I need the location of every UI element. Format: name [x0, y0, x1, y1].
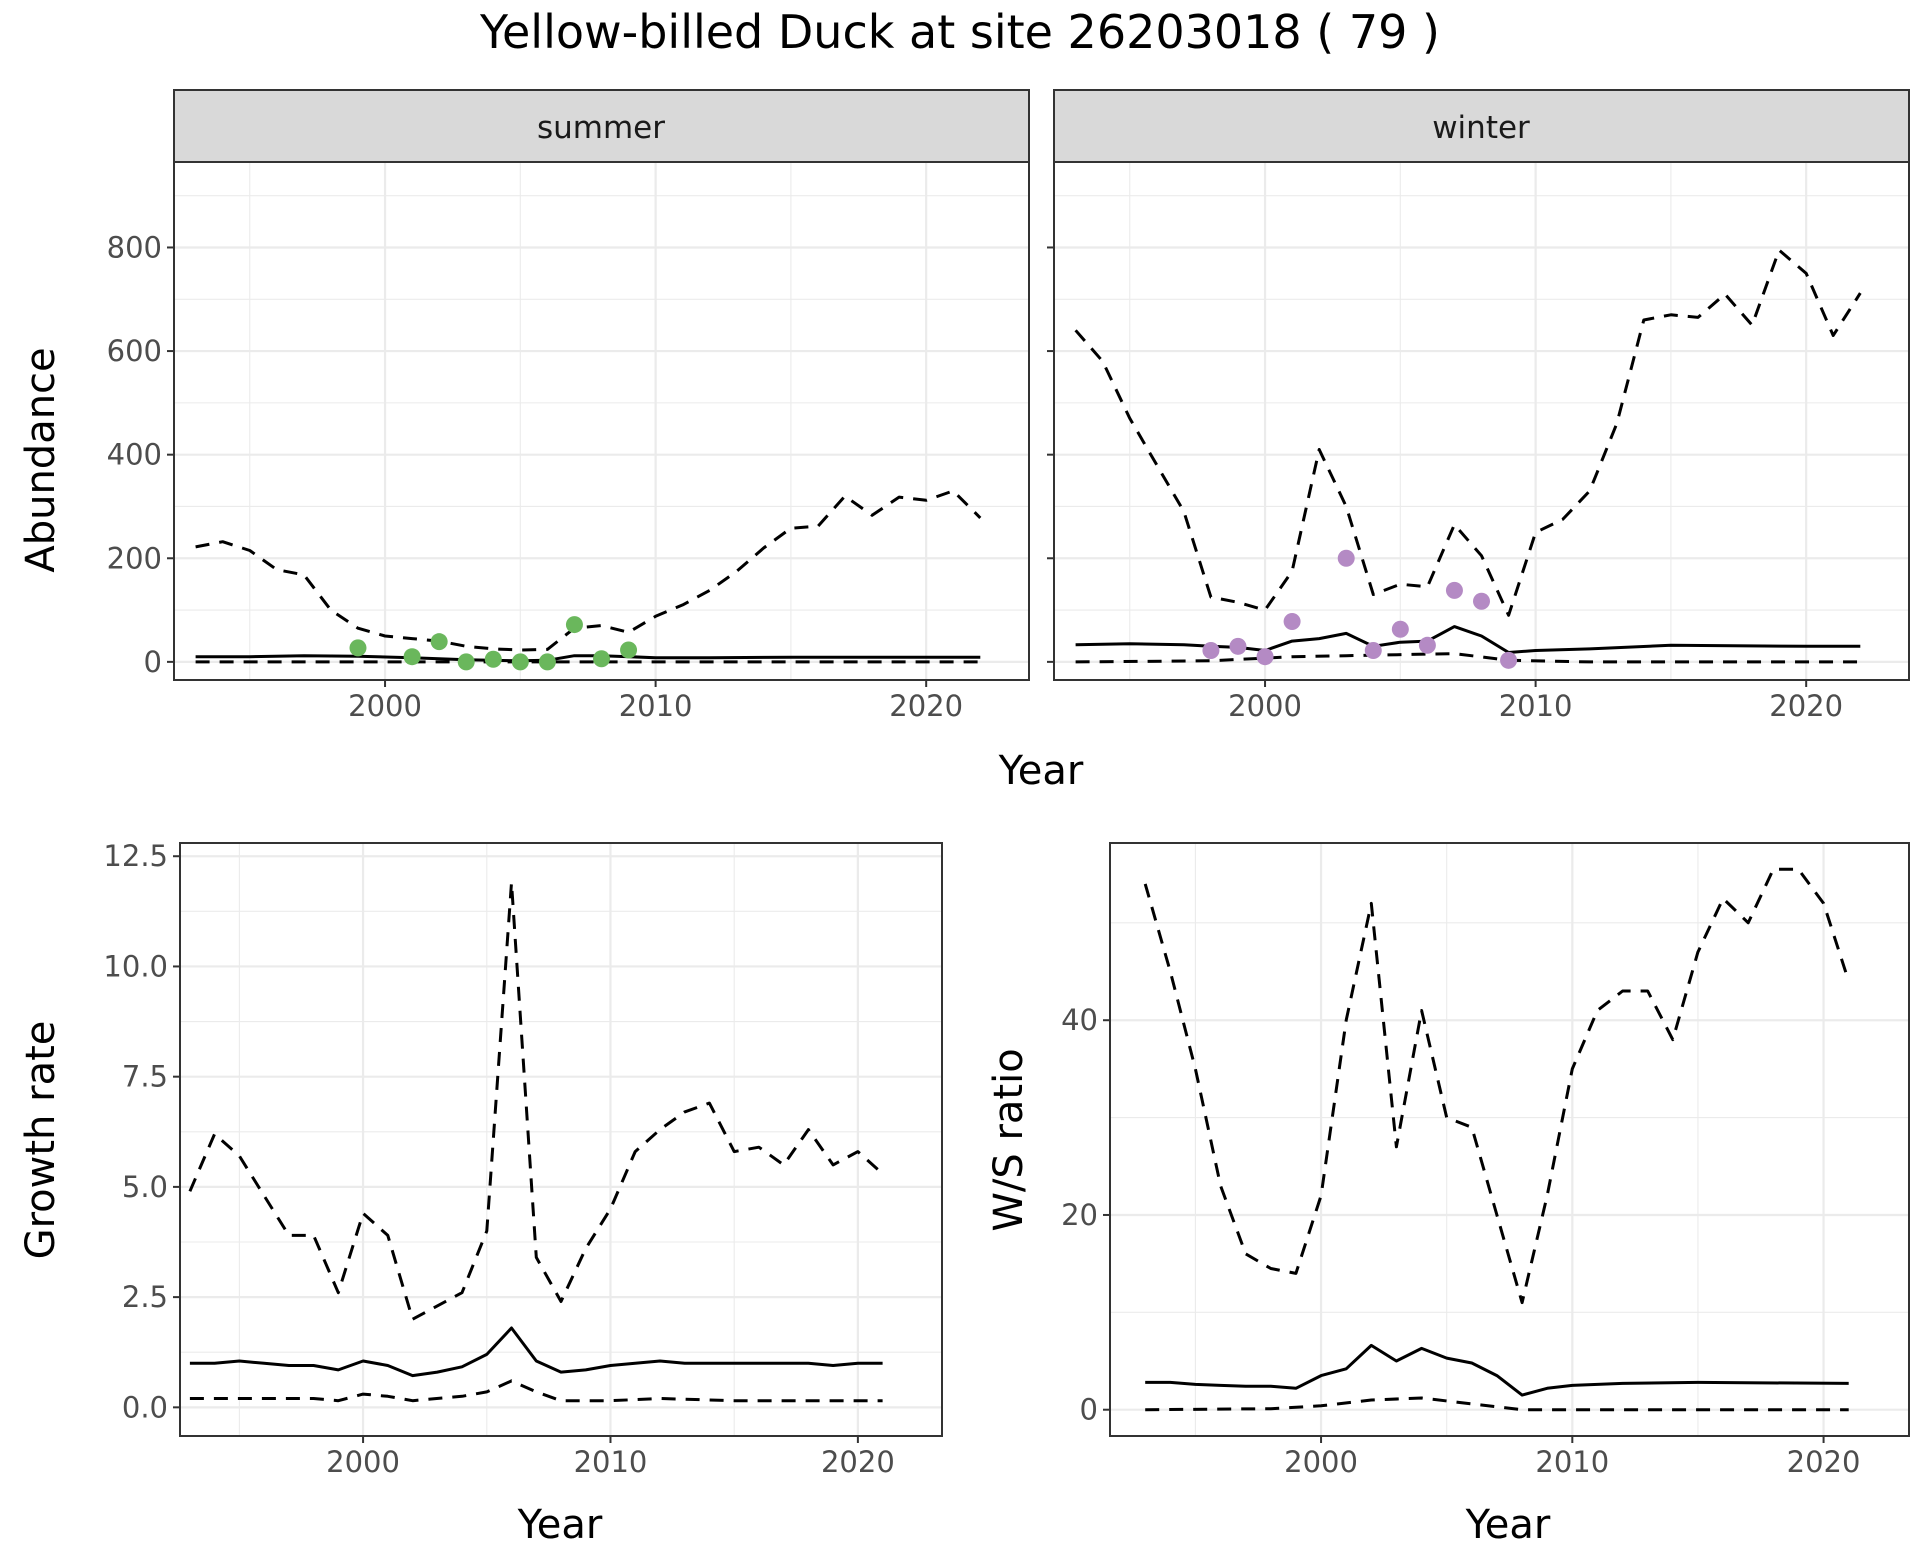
y-tick-label: 400: [107, 438, 162, 472]
series-line-lower-bound: [1145, 1396, 1849, 1412]
x-tick-label: 2020: [1787, 1445, 1861, 1479]
y-tick-label: 800: [107, 230, 162, 264]
plot-area-abundance-summer: 2000 2010 2020 0 200 400 600 800: [107, 161, 1030, 723]
x-tick-label: 2020: [1769, 689, 1843, 723]
data-point: [484, 650, 502, 668]
y-tick-label: 7.5: [122, 1060, 168, 1094]
data-point: [1229, 637, 1247, 655]
y-tick-label: 10.0: [103, 949, 168, 983]
panel-abundance-winter: winter 2000 2010 2020: [1047, 89, 1910, 723]
data-point: [457, 653, 475, 671]
y-tick-label: 20: [1061, 1198, 1098, 1232]
panel-growth-rate: 2000 2010 2020 0.0 2.5 5.0 7.5 10.0 12.5 Growth …: [18, 839, 943, 1548]
data-point: [1202, 641, 1220, 659]
panel-abundance-summer: summer 2000 2010 2020 0 200 400 600 800 Abundan…: [18, 89, 1030, 723]
data-point: [430, 633, 448, 651]
facet-strip-summer-bg: [173, 89, 1030, 163]
panel-border: [173, 161, 1030, 681]
x-tick-label: 2010: [574, 1445, 648, 1479]
series-line-upper-bound: [188, 881, 884, 1321]
panel-background: [180, 843, 942, 1436]
series-line-upper-bound: [1143, 867, 1851, 1305]
series-line-upper-bound: [1074, 248, 1862, 617]
panel-border: [1109, 842, 1910, 1437]
panel-background: [174, 162, 1029, 680]
x-axis-title-abundance: Year: [998, 748, 1084, 794]
y-axis-title-ws-ratio: W/S ratio: [986, 1048, 1032, 1231]
series-line-upper-bound: [195, 489, 982, 652]
data-point: [511, 653, 529, 671]
facet-strip-summer-label: summer: [537, 110, 665, 146]
y-tick-label: 0.0: [122, 1390, 168, 1424]
plot-area-abundance-winter: 2000 2010 2020: [1047, 161, 1910, 723]
data-point: [1473, 592, 1490, 610]
y-tick-label: 12.5: [103, 839, 168, 873]
panel-border: [1053, 161, 1910, 681]
y-tick-label: 5.0: [122, 1170, 168, 1204]
panel-background: [1110, 843, 1909, 1436]
y-tick-label: 200: [107, 541, 162, 575]
x-tick-label: 2000: [326, 1445, 400, 1479]
data-point: [349, 639, 367, 657]
data-point: [1364, 641, 1382, 659]
plot-area-ws-ratio: 2000 2010 2020 0 20 40: [1061, 842, 1910, 1479]
data-point: [1391, 620, 1409, 638]
data-point: [1418, 636, 1436, 654]
panel-ws-ratio: 2000 2010 2020 0 20 40 W/S ratio Year: [986, 842, 1910, 1548]
series-line-estimate: [1145, 1343, 1849, 1397]
data-point: [403, 648, 421, 666]
data-point: [1445, 581, 1463, 599]
series-line-estimate: [189, 1326, 883, 1378]
x-tick-label: 2020: [889, 689, 963, 723]
facet-strip-winter-label: winter: [1432, 110, 1530, 146]
x-axis-title-ws-ratio: Year: [1465, 1502, 1551, 1548]
data-point: [1283, 612, 1301, 630]
series-line-lower-bound: [1075, 652, 1861, 664]
plot-area-growth-rate: 2000 2010 2020 0.0 2.5 5.0 7.5 10.0 12.5: [103, 839, 943, 1479]
y-axis-title-growth-rate: Growth rate: [18, 1021, 64, 1260]
data-point: [1500, 651, 1518, 669]
x-tick-label: 2000: [348, 689, 422, 723]
x-axis-title-growth-rate: Year: [517, 1502, 603, 1548]
data-point: [565, 616, 583, 634]
y-tick-label: 600: [107, 334, 162, 368]
y-tick-label: 40: [1061, 1003, 1098, 1037]
x-tick-label: 2020: [821, 1445, 895, 1479]
y-tick-label: 0: [1080, 1393, 1098, 1427]
data-point: [1337, 549, 1355, 567]
data-point: [593, 650, 610, 668]
x-tick-label: 2000: [1228, 689, 1302, 723]
x-tick-label: 2010: [1499, 689, 1573, 723]
x-tick-label: 2010: [619, 689, 693, 723]
panel-border: [179, 842, 943, 1437]
data-point: [620, 641, 638, 659]
chart-title: Yellow-billed Duck at site 26203018 ( 79…: [479, 5, 1440, 59]
x-tick-label: 2010: [1535, 1445, 1609, 1479]
y-tick-label: 2.5: [122, 1280, 168, 1314]
y-tick-label: 0: [144, 645, 162, 679]
data-point: [538, 653, 556, 671]
x-tick-label: 2000: [1284, 1445, 1358, 1479]
data-point: [1256, 648, 1274, 666]
y-axis-title-abundance: Abundance: [18, 347, 64, 572]
